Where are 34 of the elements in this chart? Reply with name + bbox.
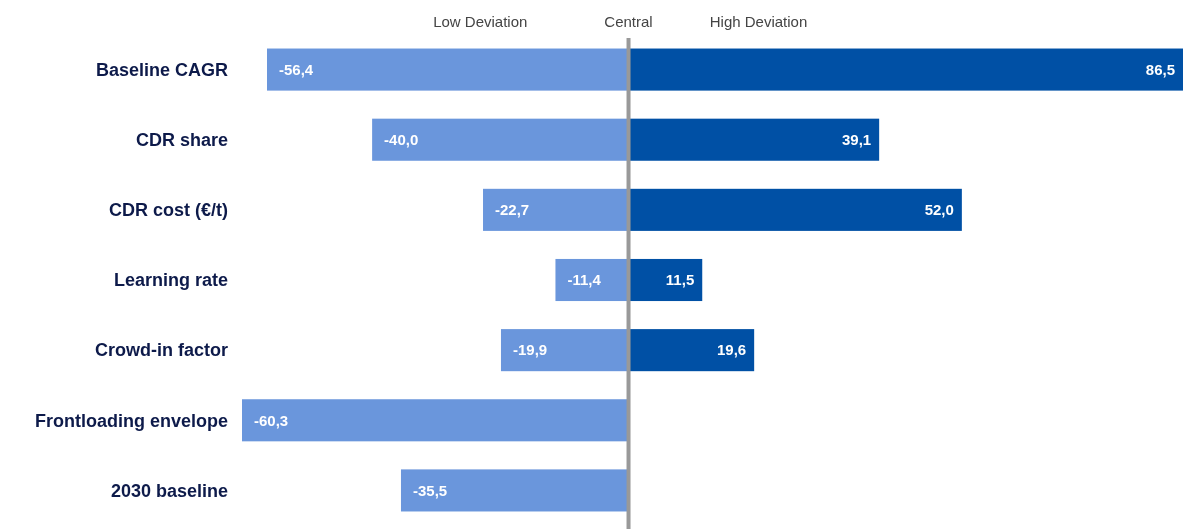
y-tick-label: Crowd-in factor (95, 340, 228, 361)
bar (628, 188, 962, 231)
y-tick-label: Learning rate (113, 270, 228, 291)
bar (372, 118, 629, 161)
bar (628, 258, 703, 302)
bar (555, 258, 629, 302)
bar (400, 469, 629, 512)
data-label: 39,1 (841, 130, 872, 148)
bar (242, 399, 629, 442)
ref-line-label: Central (604, 13, 653, 31)
y-tick-label: Baseline CAGR (95, 59, 228, 80)
bar (500, 329, 629, 372)
data-label: 11,5 (665, 271, 695, 289)
data-label: -35,5 (412, 481, 448, 499)
bar (628, 329, 755, 372)
data-label: 52,0 (924, 201, 954, 219)
bar (628, 48, 1183, 91)
bar (483, 188, 629, 231)
bar (628, 118, 880, 161)
y-tick-label: CDR share (135, 130, 228, 151)
y-tick-label: CDR cost (€/t) (108, 200, 228, 221)
data-label: -11,4 (567, 271, 602, 289)
data-label: 19,6 (716, 341, 747, 359)
data-label: 86,5 (1145, 60, 1175, 78)
data-label: -40,0 (384, 130, 419, 148)
series-label: High Deviation (709, 13, 808, 31)
data-label: -19,9 (512, 341, 548, 359)
data-label: -56,4 (279, 60, 314, 78)
y-tick-label: 2030 baseline (110, 480, 228, 501)
data-label: -22,7 (495, 201, 530, 219)
bar (267, 48, 629, 91)
data-label: -60,3 (254, 411, 289, 429)
y-tick-label: Frontloading envelope (34, 410, 228, 431)
series-label: Low Deviation (433, 13, 528, 31)
